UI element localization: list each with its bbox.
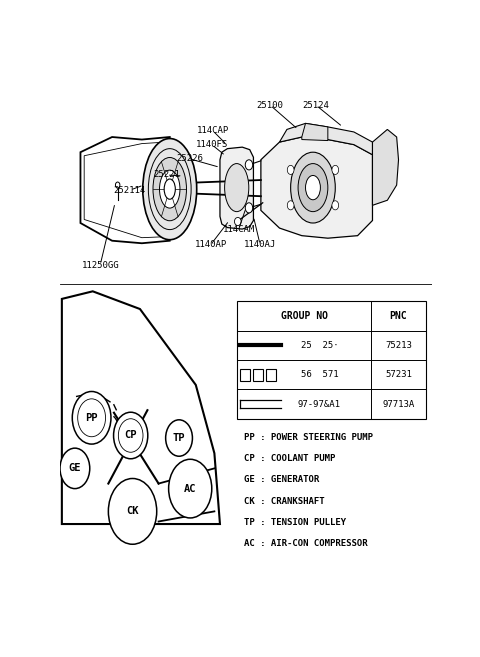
Text: AC: AC (184, 484, 196, 493)
Circle shape (114, 412, 148, 459)
Text: 97713A: 97713A (383, 399, 415, 409)
Text: 25  25·: 25 25· (300, 341, 338, 350)
Ellipse shape (245, 203, 252, 213)
Text: TP : TENSION PULLEY: TP : TENSION PULLEY (244, 518, 346, 527)
Text: 25100: 25100 (257, 101, 284, 110)
Ellipse shape (245, 160, 252, 170)
Text: 1140FS: 1140FS (196, 140, 228, 149)
Ellipse shape (115, 182, 120, 188)
Circle shape (72, 392, 111, 444)
Text: 1140AJ: 1140AJ (244, 240, 276, 249)
Polygon shape (279, 124, 372, 155)
Ellipse shape (288, 166, 294, 175)
Ellipse shape (225, 164, 249, 212)
Text: 25124: 25124 (302, 101, 329, 110)
Circle shape (60, 448, 90, 489)
Ellipse shape (164, 179, 175, 199)
Text: GROUP NO: GROUP NO (281, 311, 328, 321)
Text: 57231: 57231 (385, 371, 412, 379)
Text: GE: GE (69, 463, 81, 474)
Bar (240, 369, 250, 381)
Text: 252114: 252114 (114, 186, 146, 194)
Bar (266, 369, 276, 381)
Text: PNC: PNC (390, 311, 408, 321)
Text: 25226: 25226 (176, 154, 203, 164)
Polygon shape (302, 124, 328, 141)
Text: 97-97&A1: 97-97&A1 (298, 399, 341, 409)
Circle shape (108, 478, 157, 544)
Circle shape (168, 459, 212, 518)
Polygon shape (372, 129, 398, 205)
Text: PP: PP (85, 413, 98, 423)
Polygon shape (261, 137, 372, 238)
Ellipse shape (291, 152, 335, 223)
Circle shape (166, 420, 192, 456)
Text: AC : AIR-CON COMPRESSOR: AC : AIR-CON COMPRESSOR (244, 539, 368, 548)
Text: 56  571: 56 571 (300, 371, 338, 379)
Ellipse shape (288, 201, 294, 210)
Text: 114CAP: 114CAP (196, 126, 228, 135)
Text: 75213: 75213 (385, 341, 412, 350)
Text: CP: CP (124, 430, 137, 440)
Text: TP: TP (173, 433, 185, 443)
Text: 114CAM: 114CAM (222, 225, 255, 234)
Text: 11250GG: 11250GG (82, 261, 119, 269)
Ellipse shape (234, 217, 241, 225)
Polygon shape (220, 147, 253, 229)
Ellipse shape (143, 139, 197, 240)
Text: CK : CRANKSHAFT: CK : CRANKSHAFT (244, 497, 325, 506)
Ellipse shape (298, 164, 328, 212)
Ellipse shape (159, 170, 180, 208)
Ellipse shape (306, 175, 321, 200)
Text: GE : GENERATOR: GE : GENERATOR (244, 476, 319, 484)
Ellipse shape (332, 201, 338, 210)
Text: CP : COOLANT PUMP: CP : COOLANT PUMP (244, 454, 336, 463)
Text: 1140AP: 1140AP (194, 240, 227, 249)
Ellipse shape (332, 166, 338, 175)
Text: CK: CK (126, 507, 139, 516)
Text: PP : POWER STEERING PUMP: PP : POWER STEERING PUMP (244, 433, 373, 442)
Text: 25221: 25221 (153, 170, 180, 179)
Bar (237, 302, 426, 419)
Ellipse shape (153, 158, 186, 221)
Bar (253, 369, 263, 381)
